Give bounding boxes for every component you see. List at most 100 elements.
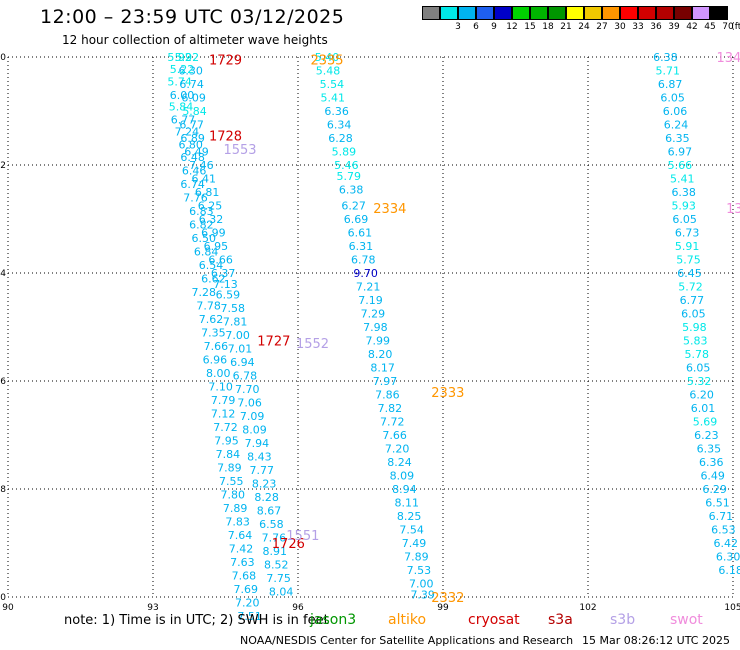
swh-value: 6.77 — [680, 294, 705, 307]
swh-value: 7.72 — [380, 416, 405, 429]
swh-value: 7.24 — [175, 126, 200, 139]
legend-swatch — [656, 6, 674, 20]
legend-label: 3 — [455, 22, 461, 32]
legend-swatch — [422, 6, 440, 20]
swh-value: 6.35 — [697, 443, 722, 456]
swh-value: 7.21 — [356, 281, 381, 294]
swh-value: 8.09 — [390, 470, 415, 483]
swh-value: 6.97 — [668, 146, 693, 159]
axis-ticks: 90 93 96 99 102 105 -10 -12 -14 -16 -18 -20 — [0, 53, 740, 613]
swh-value: 6.30 — [716, 551, 740, 564]
swh-value: 8.20 — [368, 348, 393, 361]
legend-swatch — [440, 6, 458, 20]
swh-value: 7.79 — [211, 394, 236, 407]
swh-value: 7.70 — [235, 383, 260, 396]
swh-value: 5.48 — [316, 65, 341, 78]
swh-value: 6.35 — [665, 132, 690, 145]
swh-value: 6.87 — [658, 78, 683, 91]
pass-number-label: 2333 — [431, 386, 464, 401]
swh-value: 7.42 — [229, 542, 254, 555]
swh-value: 6.78 — [351, 254, 376, 267]
swh-value: 7.55 — [219, 475, 244, 488]
swh-value: 6.99 — [201, 227, 226, 240]
swh-value: 7.76 — [183, 191, 208, 204]
swh-value: 7.89 — [223, 502, 248, 515]
x-tick-label: 96 — [292, 603, 304, 613]
swh-value: 6.38 — [671, 186, 696, 199]
footer-note: note: 1) Time is in UTC; 2) SWH is in fe… — [64, 613, 329, 628]
satellite-label-altiko: altiko — [388, 612, 427, 628]
swh-value: 6.05 — [681, 308, 706, 321]
legend-label: 24 — [578, 22, 590, 32]
data-points: 5.925.225.746.005.846.777.246.806.486.46… — [167, 51, 740, 623]
pass-number-label: 1728 — [209, 129, 242, 144]
swh-value: 7.98 — [363, 321, 388, 334]
pass-number-label: 1727 — [257, 335, 290, 350]
swh-value: 6.71 — [709, 510, 734, 523]
swh-value: 6.74 — [180, 178, 205, 191]
swh-value: 6.96 — [203, 353, 228, 366]
swh-value: 8.28 — [254, 491, 279, 504]
y-tick-label: -14 — [0, 269, 6, 279]
swh-value: 6.50 — [192, 232, 217, 245]
legend-swatch — [512, 6, 530, 20]
swh-value: 7.82 — [378, 402, 403, 415]
legend-swatch — [458, 6, 476, 20]
swh-value: 6.29 — [702, 483, 727, 496]
legend-swatch — [530, 6, 548, 20]
swh-value: 7.35 — [201, 326, 226, 339]
legend-label: 27 — [596, 22, 608, 32]
legend-swatch — [548, 6, 566, 20]
swh-value: 7.53 — [407, 564, 432, 577]
swh-value: 7.06 — [237, 397, 262, 410]
swh-value: 7.51 — [237, 610, 262, 623]
swh-value: 8.25 — [397, 510, 422, 523]
swh-value: 6.46 — [182, 164, 207, 177]
swh-value: 6.82 — [189, 218, 214, 231]
swh-value: 6.38 — [653, 51, 678, 64]
swh-value: 7.13 — [213, 278, 238, 291]
swh-value: 6.05 — [672, 213, 697, 226]
swh-value: 6.51 — [705, 497, 730, 510]
swh-value: 5.66 — [668, 159, 693, 172]
swh-value: 6.00 — [170, 89, 195, 102]
swh-value: 8.23 — [252, 478, 277, 491]
page-title: 12:00 – 23:59 UTC 03/12/2025 — [40, 6, 345, 28]
swh-value: 6.30 — [178, 65, 203, 78]
swh-value: 7.66 — [204, 340, 229, 353]
legend-swatch — [602, 6, 620, 20]
swh-value: 5.72 — [678, 281, 703, 294]
pass-number-label: 2335 — [310, 54, 343, 69]
swh-value: 6.80 — [178, 138, 203, 151]
swh-value: 6.62 — [201, 272, 226, 285]
swh-value: 5.93 — [671, 200, 696, 213]
legend-label: 21 — [560, 22, 572, 32]
legend-label: 30 — [614, 22, 626, 32]
swh-value: 7.69 — [234, 583, 259, 596]
swh-value: 5.84 — [182, 105, 207, 118]
pass-number-label: 1552 — [296, 337, 329, 352]
swh-value: 6.34 — [327, 119, 352, 132]
swh-value: 6.05 — [660, 92, 685, 105]
swh-value: 7.89 — [217, 461, 242, 474]
y-tick-label: -16 — [0, 377, 6, 387]
swh-value: 5.22 — [170, 63, 195, 76]
swh-value: 7.01 — [228, 343, 253, 356]
y-tick-label: -20 — [0, 593, 6, 603]
swh-value: 6.20 — [689, 389, 714, 402]
swh-value: 7.62 — [199, 313, 224, 326]
legend-label: 42 — [686, 22, 698, 32]
legend-swatch — [584, 6, 602, 20]
grid-lines — [7, 56, 734, 598]
swh-value: 7.97 — [373, 375, 398, 388]
swh-value: 7.29 — [361, 308, 386, 321]
swh-value: 7.94 — [245, 437, 270, 450]
swh-value: 9.70 — [353, 267, 378, 280]
swh-value: 5.40 — [315, 51, 340, 64]
swh-value: 7.12 — [211, 407, 236, 420]
swh-value: 6.49 — [184, 146, 209, 159]
pass-number-label: 1347 — [716, 51, 740, 66]
swh-value: 8.00 — [206, 367, 231, 380]
swh-value: 6.69 — [344, 213, 369, 226]
